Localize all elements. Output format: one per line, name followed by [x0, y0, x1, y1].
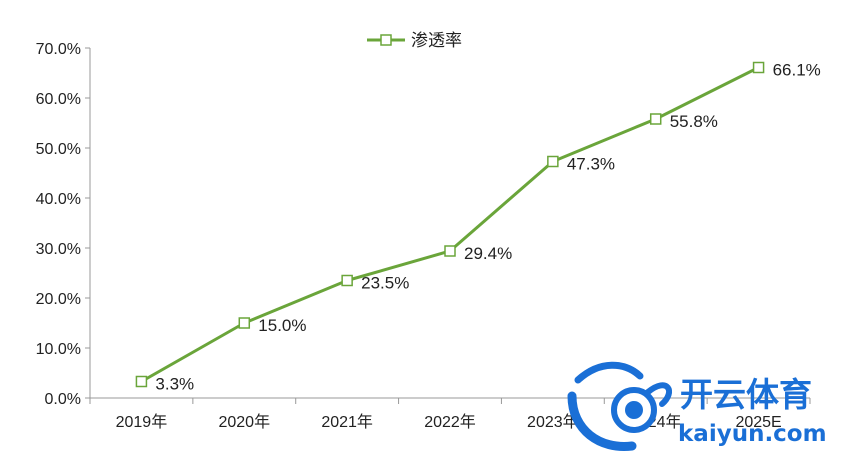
y-tick-label: 40.0%	[36, 191, 81, 208]
y-ticks: 0.0% 10.0% 20.0% 30.0% 40.0% 50.0% 60.0% 70.0%	[36, 41, 90, 408]
data-point	[547, 155, 559, 168]
data-label: 15.0%	[258, 316, 306, 335]
data-label: 55.8%	[670, 112, 718, 131]
x-tick-label: 2020年	[218, 413, 270, 431]
data-point	[752, 61, 765, 74]
y-tick-label: 30.0%	[36, 241, 81, 258]
data-label: 66.1%	[773, 61, 821, 80]
series-line	[140, 66, 760, 383]
data-point	[341, 274, 353, 287]
k-logo-icon	[567, 361, 672, 451]
data-label: 3.3%	[155, 375, 194, 394]
data-point	[649, 113, 662, 125]
y-tick-label: 10.0%	[36, 341, 81, 358]
y-tick-label: 60.0%	[36, 91, 81, 108]
legend-label: 渗透率	[411, 31, 462, 50]
data-label: 23.5%	[361, 274, 409, 293]
data-label: 47.3%	[567, 155, 615, 174]
data-label: 29.4%	[464, 244, 512, 263]
y-tick-label: 0.0%	[45, 391, 81, 408]
data-point	[238, 317, 251, 329]
legend: 渗透率	[367, 31, 462, 50]
x-tick-label: 2022年	[424, 413, 476, 431]
data-point	[135, 375, 148, 388]
x-tick-label: 2021年	[321, 413, 373, 431]
watermark: 开云体育 kaiyun.com	[567, 361, 827, 451]
y-tick-label: 50.0%	[36, 141, 81, 158]
watermark-domain: kaiyun.com	[678, 421, 827, 447]
x-tick-label: 2019年	[116, 413, 168, 431]
y-tick-label: 20.0%	[36, 291, 81, 308]
legend-marker	[380, 34, 392, 46]
x-tick-label: 2023年	[527, 413, 579, 431]
y-tick-label: 70.0%	[36, 41, 81, 58]
x-tick-label: 2025E	[735, 414, 781, 431]
data-point	[444, 245, 456, 257]
x-ticks: 2019年 2020年 2021年 2022年 2023年 2024年 2025E	[89, 398, 811, 431]
watermark-brand: 开云体育	[680, 375, 812, 414]
series-penetration-rate: 3.3% 15.0% 23.5% 29.4% 47.3% 55.8% 66.1%	[135, 61, 821, 394]
